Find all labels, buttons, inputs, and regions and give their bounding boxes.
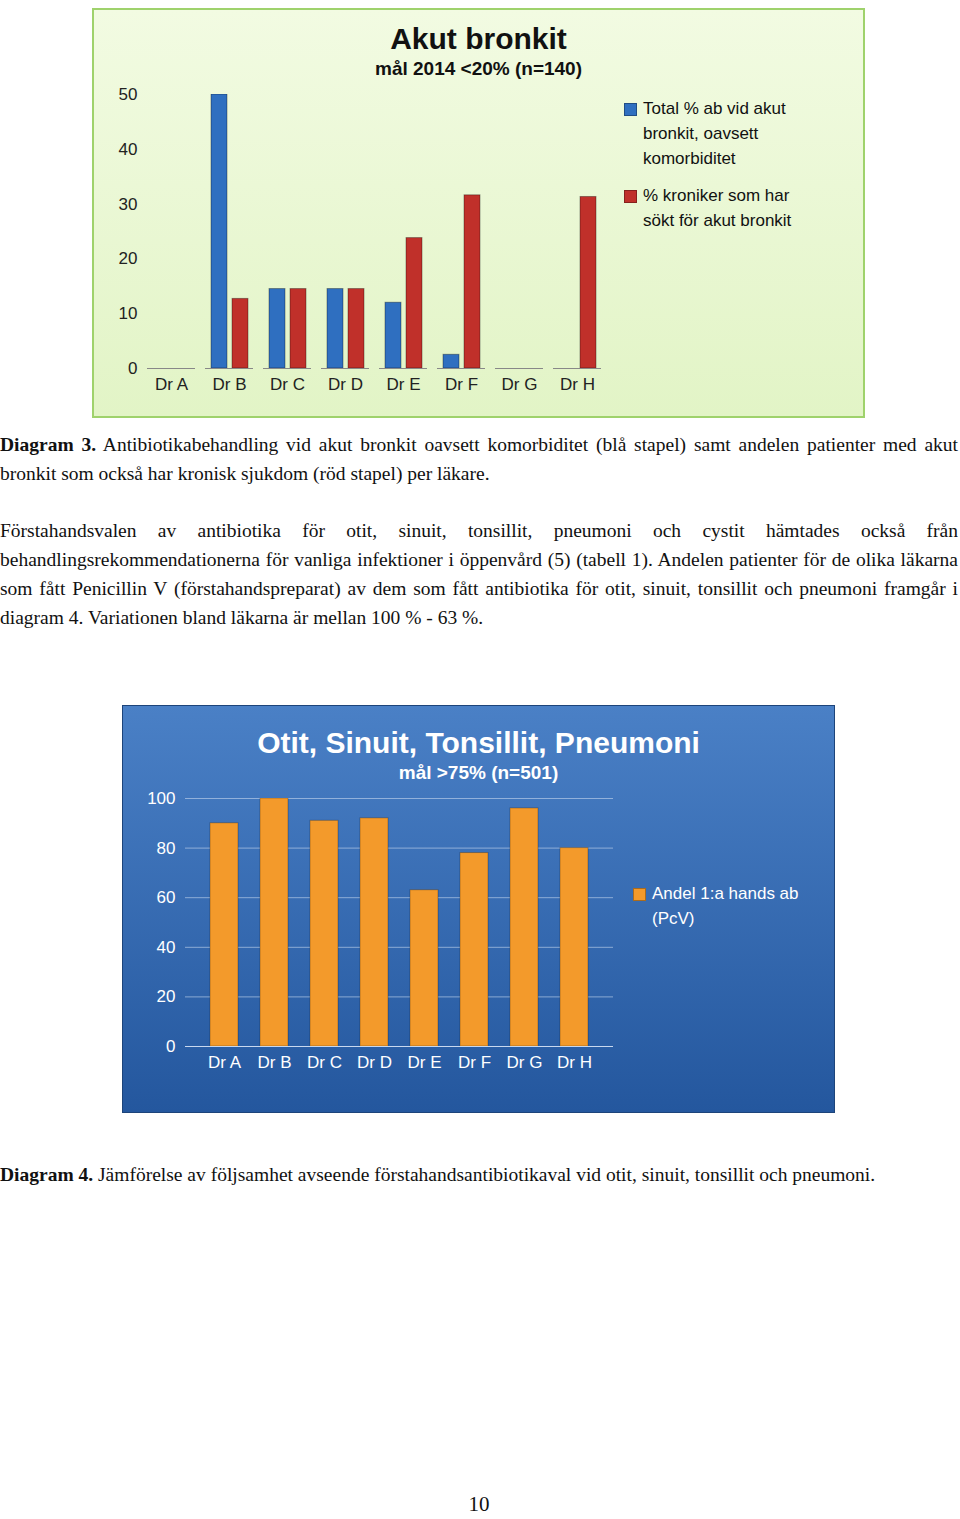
svg-text:0: 0: [166, 1037, 175, 1056]
svg-text:0: 0: [128, 359, 137, 378]
html-text:mål >75% (n=501): mål >75% (n=501): [398, 762, 559, 783]
svg-text:Dr F: Dr F: [458, 1053, 491, 1072]
svg-text:Dr H: Dr H: [557, 1053, 592, 1072]
svg-text:Dr G: Dr G: [502, 375, 538, 394]
html-text:Diagram 3. Antibiotikabehandli: Diagram 3. Antibiotikabehandling vid aku…: [0, 434, 958, 484]
svg-text:Dr B: Dr B: [258, 1053, 292, 1072]
svg-text:Dr E: Dr E: [387, 375, 421, 394]
svg-text:60: 60: [157, 888, 176, 907]
svg-text:Dr H: Dr H: [560, 375, 595, 394]
html-text:mål 2014 <20% (n=140): mål 2014 <20% (n=140): [375, 58, 582, 79]
svg-text:Dr C: Dr C: [270, 375, 305, 394]
html-text:10: 10: [468, 1492, 490, 1516]
html-text:Förstahandsvalen av antibiotik: Förstahandsvalen av antibiotika för otit…: [0, 520, 958, 628]
svg-text:Dr A: Dr A: [155, 375, 189, 394]
svg-text:20: 20: [119, 249, 138, 268]
html-text:Otit, Sinuit, Tonsillit, Pneum: Otit, Sinuit, Tonsillit, Pneumoni: [257, 726, 700, 759]
html-text:% kroniker som har sökt för ak: % kroniker som har sökt för akut bronkit: [643, 186, 792, 230]
svg-text:50: 50: [119, 85, 138, 104]
svg-text:Dr D: Dr D: [328, 375, 363, 394]
svg-text:Dr C: Dr C: [307, 1053, 342, 1072]
html-text:Andel 1:a hands ab (PcV): Andel 1:a hands ab (PcV): [652, 884, 799, 928]
html-text:Total % ab vid akut bronkit, o: Total % ab vid akut bronkit, oavsett kom…: [643, 99, 786, 168]
svg-text:Dr D: Dr D: [357, 1053, 392, 1072]
svg-text:40: 40: [157, 938, 176, 957]
svg-text:Dr A: Dr A: [208, 1053, 242, 1072]
svg-text:20: 20: [157, 987, 176, 1006]
html-text:Akut bronkit: Akut bronkit: [390, 22, 567, 55]
svg-text:Dr F: Dr F: [445, 375, 478, 394]
svg-text:30: 30: [119, 195, 138, 214]
svg-text:Dr E: Dr E: [408, 1053, 442, 1072]
svg-text:100: 100: [147, 789, 175, 808]
html-text:Diagram 4. Jämförelse av följs: Diagram 4. Jämförelse av följsamhet avse…: [0, 1164, 876, 1185]
svg-text:Dr B: Dr B: [213, 375, 247, 394]
svg-text:Dr G: Dr G: [507, 1053, 543, 1072]
svg-text:80: 80: [157, 839, 176, 858]
svg-text:10: 10: [119, 304, 138, 323]
svg-text:40: 40: [119, 140, 138, 159]
